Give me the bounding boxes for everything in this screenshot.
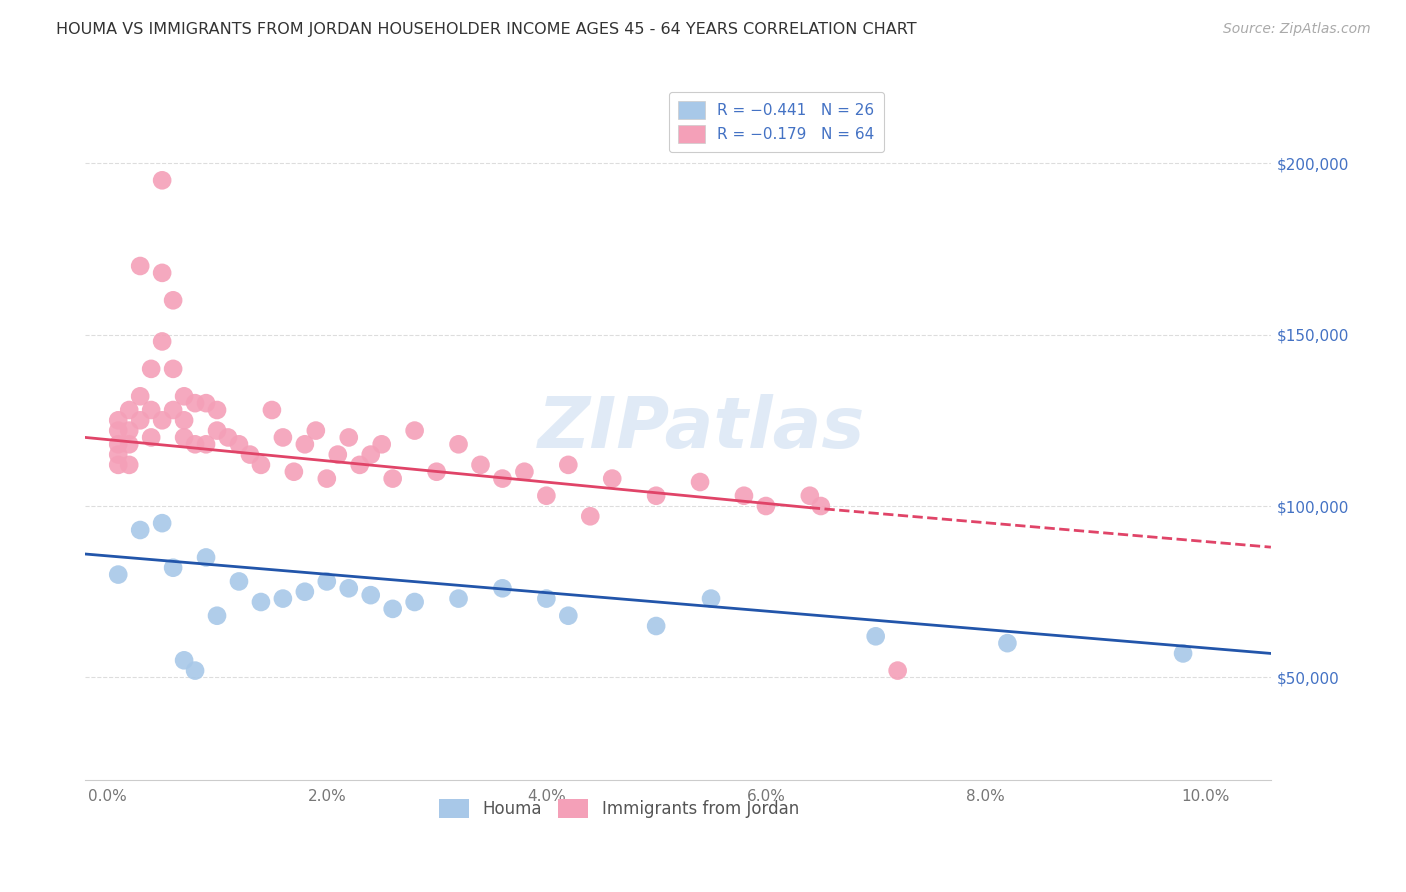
Point [381, 472, 404, 486]
Point [645, 489, 668, 503]
Point [107, 458, 129, 472]
Point [107, 448, 129, 462]
Point [305, 424, 328, 438]
Point [150, 516, 173, 530]
Point [173, 413, 195, 427]
Point [271, 591, 294, 606]
Point [217, 430, 239, 444]
Point [557, 608, 579, 623]
Point [205, 424, 228, 438]
Point [315, 574, 337, 589]
Point [1171, 647, 1194, 661]
Point [491, 472, 513, 486]
Point [381, 602, 404, 616]
Point [886, 664, 908, 678]
Point [118, 403, 141, 417]
Point [404, 424, 426, 438]
Point [184, 664, 207, 678]
Point [195, 396, 218, 410]
Point [173, 653, 195, 667]
Point [579, 509, 602, 524]
Point [536, 591, 558, 606]
Point [997, 636, 1019, 650]
Point [107, 567, 129, 582]
Point [349, 458, 371, 472]
Point [205, 403, 228, 417]
Text: ZIPatlas: ZIPatlas [538, 394, 866, 463]
Point [150, 266, 173, 280]
Point [689, 475, 711, 489]
Point [150, 334, 173, 349]
Point [337, 430, 360, 444]
Point [600, 472, 623, 486]
Point [326, 448, 349, 462]
Point [645, 619, 668, 633]
Point [173, 389, 195, 403]
Point [162, 403, 184, 417]
Point [294, 584, 316, 599]
Point [141, 403, 163, 417]
Point [536, 489, 558, 503]
Point [447, 591, 470, 606]
Text: HOUMA VS IMMIGRANTS FROM JORDAN HOUSEHOLDER INCOME AGES 45 - 64 YEARS CORRELATIO: HOUMA VS IMMIGRANTS FROM JORDAN HOUSEHOL… [56, 22, 917, 37]
Point [150, 413, 173, 427]
Point [810, 499, 832, 513]
Point [129, 413, 152, 427]
Point [162, 362, 184, 376]
Point [118, 424, 141, 438]
Point [107, 424, 129, 438]
Point [470, 458, 492, 472]
Point [799, 489, 821, 503]
Point [184, 437, 207, 451]
Point [447, 437, 470, 451]
Point [271, 430, 294, 444]
Legend: Houma, Immigrants from Jordan: Houma, Immigrants from Jordan [432, 792, 806, 825]
Point [107, 437, 129, 451]
Point [250, 595, 273, 609]
Point [404, 595, 426, 609]
Point [370, 437, 392, 451]
Point [129, 259, 152, 273]
Point [129, 523, 152, 537]
Point [250, 458, 273, 472]
Point [228, 437, 250, 451]
Point [315, 472, 337, 486]
Point [426, 465, 449, 479]
Point [337, 582, 360, 596]
Point [283, 465, 305, 479]
Point [129, 389, 152, 403]
Point [107, 413, 129, 427]
Point [141, 362, 163, 376]
Point [162, 293, 184, 308]
Point [162, 560, 184, 574]
Point [205, 608, 228, 623]
Point [294, 437, 316, 451]
Point [118, 458, 141, 472]
Point [195, 550, 218, 565]
Point [195, 437, 218, 451]
Point [118, 437, 141, 451]
Point [173, 430, 195, 444]
Point [700, 591, 723, 606]
Point [184, 396, 207, 410]
Point [260, 403, 283, 417]
Point [141, 430, 163, 444]
Point [865, 629, 887, 643]
Point [755, 499, 778, 513]
Text: Source: ZipAtlas.com: Source: ZipAtlas.com [1223, 22, 1371, 37]
Point [360, 588, 382, 602]
Point [513, 465, 536, 479]
Point [360, 448, 382, 462]
Point [239, 448, 262, 462]
Point [733, 489, 755, 503]
Point [228, 574, 250, 589]
Point [491, 582, 513, 596]
Point [557, 458, 579, 472]
Point [150, 173, 173, 187]
